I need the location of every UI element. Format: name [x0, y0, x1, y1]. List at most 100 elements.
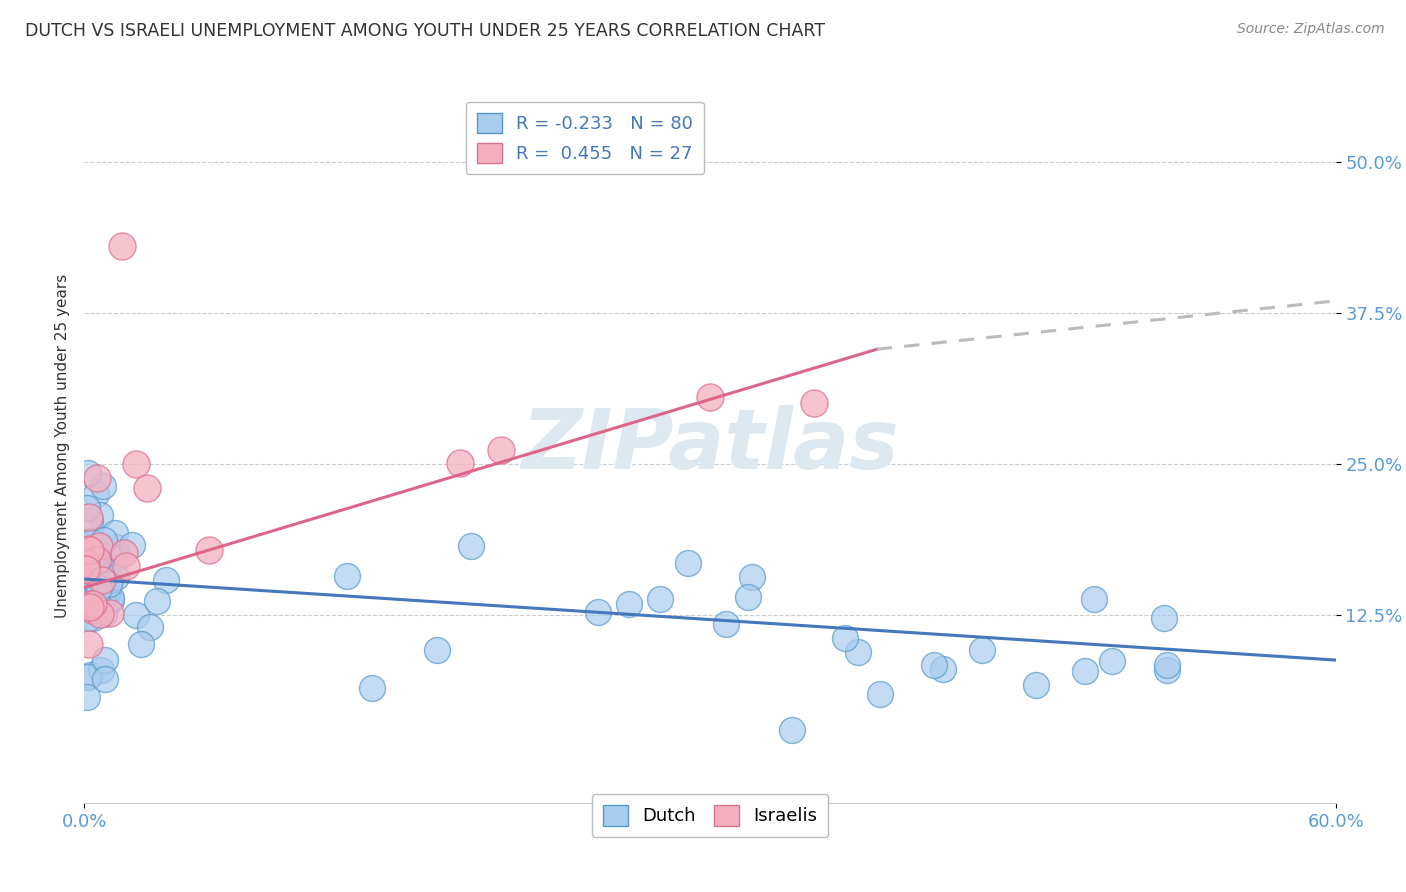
Point	[79, 597, 101, 611]
Point	[737, 590, 759, 604]
Point	[79, 534, 101, 549]
Point	[75, 557, 97, 571]
Point	[79, 514, 101, 528]
Point	[1025, 678, 1047, 692]
Point	[76, 500, 98, 515]
Point	[1156, 658, 1178, 673]
Point	[91, 561, 114, 575]
Point	[94, 652, 117, 666]
Point	[922, 658, 945, 673]
Point	[76, 466, 98, 480]
Point	[86, 587, 108, 601]
Point	[96, 585, 118, 599]
Point	[98, 606, 121, 620]
Point	[75, 567, 97, 582]
Text: DUTCH VS ISRAELI UNEMPLOYMENT AMONG YOUTH UNDER 25 YEARS CORRELATION CHART: DUTCH VS ISRAELI UNEMPLOYMENT AMONG YOUT…	[25, 22, 825, 40]
Point	[125, 457, 148, 471]
Point	[89, 538, 111, 552]
Point	[93, 607, 115, 621]
Point	[155, 573, 177, 587]
Point	[1153, 611, 1175, 625]
Point	[1083, 592, 1105, 607]
Point	[780, 723, 803, 738]
Point	[79, 542, 101, 557]
Point	[91, 592, 114, 607]
Point	[76, 690, 98, 704]
Point	[90, 663, 112, 677]
Point	[89, 607, 111, 622]
Point	[846, 645, 869, 659]
Point	[115, 559, 138, 574]
Point	[86, 471, 108, 485]
Point	[491, 442, 513, 457]
Point	[86, 553, 108, 567]
Point	[77, 564, 100, 578]
Point	[586, 605, 609, 619]
Point	[93, 533, 115, 547]
Point	[79, 509, 101, 524]
Point	[104, 540, 127, 554]
Point	[89, 582, 111, 596]
Point	[94, 672, 117, 686]
Point	[1156, 663, 1178, 677]
Point	[1101, 654, 1123, 668]
Point	[1073, 664, 1095, 678]
Point	[79, 610, 101, 624]
Point	[86, 548, 108, 562]
Point	[84, 582, 107, 596]
Y-axis label: Unemployment Among Youth under 25 years: Unemployment Among Youth under 25 years	[55, 274, 70, 618]
Point	[124, 608, 146, 623]
Point	[111, 239, 134, 253]
Point	[75, 563, 97, 577]
Point	[84, 591, 107, 606]
Point	[932, 662, 955, 676]
Legend: Dutch, Israelis: Dutch, Israelis	[592, 794, 828, 837]
Point	[80, 554, 103, 568]
Point	[112, 546, 135, 560]
Point	[91, 554, 114, 568]
Point	[834, 631, 856, 645]
Point	[79, 668, 101, 682]
Point	[741, 570, 763, 584]
Point	[90, 582, 112, 597]
Point	[121, 538, 143, 552]
Point	[89, 508, 111, 523]
Point	[449, 456, 471, 470]
Point	[89, 539, 111, 553]
Point	[136, 481, 159, 495]
Point	[82, 598, 104, 612]
Point	[198, 543, 221, 558]
Point	[80, 574, 103, 588]
Point	[84, 487, 107, 501]
Point	[869, 687, 891, 701]
Point	[104, 526, 127, 541]
Point	[79, 600, 101, 615]
Point	[90, 548, 112, 562]
Point	[79, 578, 101, 592]
Text: ZIPatlas: ZIPatlas	[522, 406, 898, 486]
Point	[91, 479, 114, 493]
Point	[77, 669, 100, 683]
Point	[361, 681, 384, 696]
Point	[426, 643, 449, 657]
Point	[138, 619, 160, 633]
Point	[970, 643, 993, 657]
Point	[803, 396, 825, 410]
Point	[84, 559, 107, 574]
Point	[460, 539, 482, 553]
Point	[617, 597, 640, 611]
Point	[648, 592, 671, 607]
Point	[97, 576, 120, 591]
Point	[82, 610, 104, 624]
Point	[83, 561, 105, 575]
Point	[129, 637, 152, 651]
Point	[100, 591, 122, 605]
Point	[82, 583, 104, 598]
Point	[676, 556, 699, 570]
Point	[104, 569, 127, 583]
Point	[80, 602, 103, 616]
Point	[82, 597, 104, 611]
Point	[714, 616, 737, 631]
Point	[98, 574, 121, 588]
Point	[100, 593, 122, 607]
